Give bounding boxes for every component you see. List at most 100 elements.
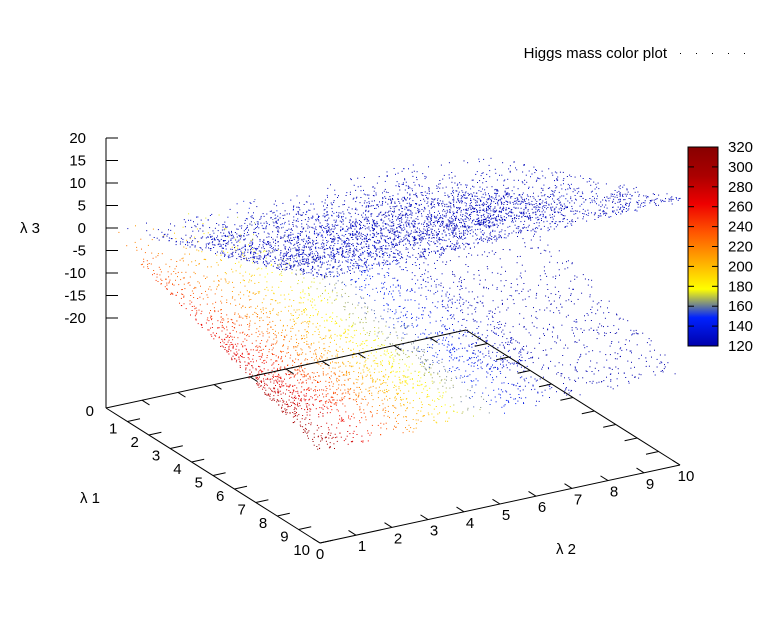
data-point — [216, 251, 218, 253]
data-point — [446, 411, 448, 413]
data-point — [308, 236, 310, 238]
data-point — [454, 357, 456, 359]
data-point — [198, 241, 200, 243]
data-point — [446, 206, 448, 208]
data-point — [347, 333, 349, 335]
data-point — [271, 286, 273, 288]
data-point — [272, 398, 274, 400]
data-point — [458, 245, 460, 247]
data-point — [605, 332, 607, 334]
data-point — [495, 252, 497, 253]
data-point — [223, 240, 225, 242]
data-point — [400, 227, 402, 229]
data-point — [549, 385, 551, 387]
data-point — [337, 224, 339, 226]
data-point — [423, 351, 425, 353]
data-point — [341, 216, 343, 218]
data-point — [406, 311, 408, 313]
data-point — [589, 202, 591, 204]
data-point — [563, 347, 565, 349]
data-point — [347, 378, 349, 380]
data-point — [567, 260, 569, 262]
data-point — [429, 212, 431, 214]
data-point — [269, 310, 271, 312]
data-point — [445, 387, 447, 389]
data-point — [161, 280, 163, 281]
data-point — [550, 207, 552, 209]
data-point — [319, 407, 321, 409]
data-point — [408, 242, 410, 244]
data-point — [394, 201, 396, 203]
data-point — [455, 235, 457, 237]
data-point — [278, 259, 279, 261]
data-point — [488, 412, 490, 414]
data-point — [261, 356, 263, 358]
data-point — [324, 401, 326, 403]
data-point — [394, 202, 396, 204]
data-point — [478, 190, 480, 192]
data-point — [489, 225, 491, 227]
data-point — [487, 324, 489, 326]
data-point — [184, 288, 186, 290]
data-point — [306, 322, 308, 324]
data-point — [326, 320, 328, 322]
data-point — [353, 391, 355, 393]
data-point — [468, 363, 470, 365]
data-point — [439, 225, 441, 227]
data-point — [394, 355, 396, 357]
data-point — [458, 332, 460, 334]
data-point — [241, 332, 243, 334]
data-point — [309, 410, 311, 412]
data-point — [622, 206, 624, 208]
data-point — [361, 417, 363, 419]
data-point — [483, 287, 485, 289]
data-point — [488, 226, 490, 227]
data-point — [225, 333, 227, 335]
data-point — [446, 227, 447, 229]
data-point — [568, 392, 570, 394]
data-point — [552, 193, 554, 195]
data-point — [303, 263, 305, 265]
data-point — [463, 194, 465, 196]
data-point — [213, 244, 215, 246]
data-point — [537, 219, 539, 221]
data-point — [293, 403, 295, 404]
data-point — [275, 222, 277, 224]
data-point — [309, 253, 310, 255]
data-point — [532, 211, 534, 213]
data-point — [381, 234, 383, 236]
data-point — [291, 269, 293, 271]
data-point — [273, 222, 275, 224]
data-point — [563, 383, 564, 384]
data-point — [428, 216, 430, 218]
data-point — [567, 314, 569, 316]
data-point — [193, 221, 194, 223]
data-point — [348, 212, 350, 214]
data-point — [282, 411, 284, 413]
data-point — [424, 249, 426, 251]
data-point — [453, 196, 455, 198]
data-point — [314, 255, 316, 257]
data-point — [444, 195, 446, 196]
data-point — [601, 381, 603, 383]
data-point — [508, 401, 510, 403]
data-point — [342, 351, 344, 353]
data-point — [374, 208, 375, 209]
data-point — [272, 329, 274, 330]
data-point — [640, 204, 642, 206]
data-point — [533, 325, 535, 327]
data-point — [328, 382, 330, 383]
data-point — [437, 290, 439, 292]
data-point — [277, 268, 279, 269]
data-point — [414, 223, 416, 225]
data-point — [359, 228, 361, 230]
data-point — [356, 401, 357, 403]
data-point — [421, 314, 423, 316]
data-point — [248, 363, 250, 365]
data-point — [396, 352, 398, 354]
data-point — [239, 255, 241, 257]
data-point — [303, 249, 305, 251]
data-point — [424, 207, 426, 209]
data-point — [216, 288, 218, 290]
data-point — [384, 407, 386, 409]
